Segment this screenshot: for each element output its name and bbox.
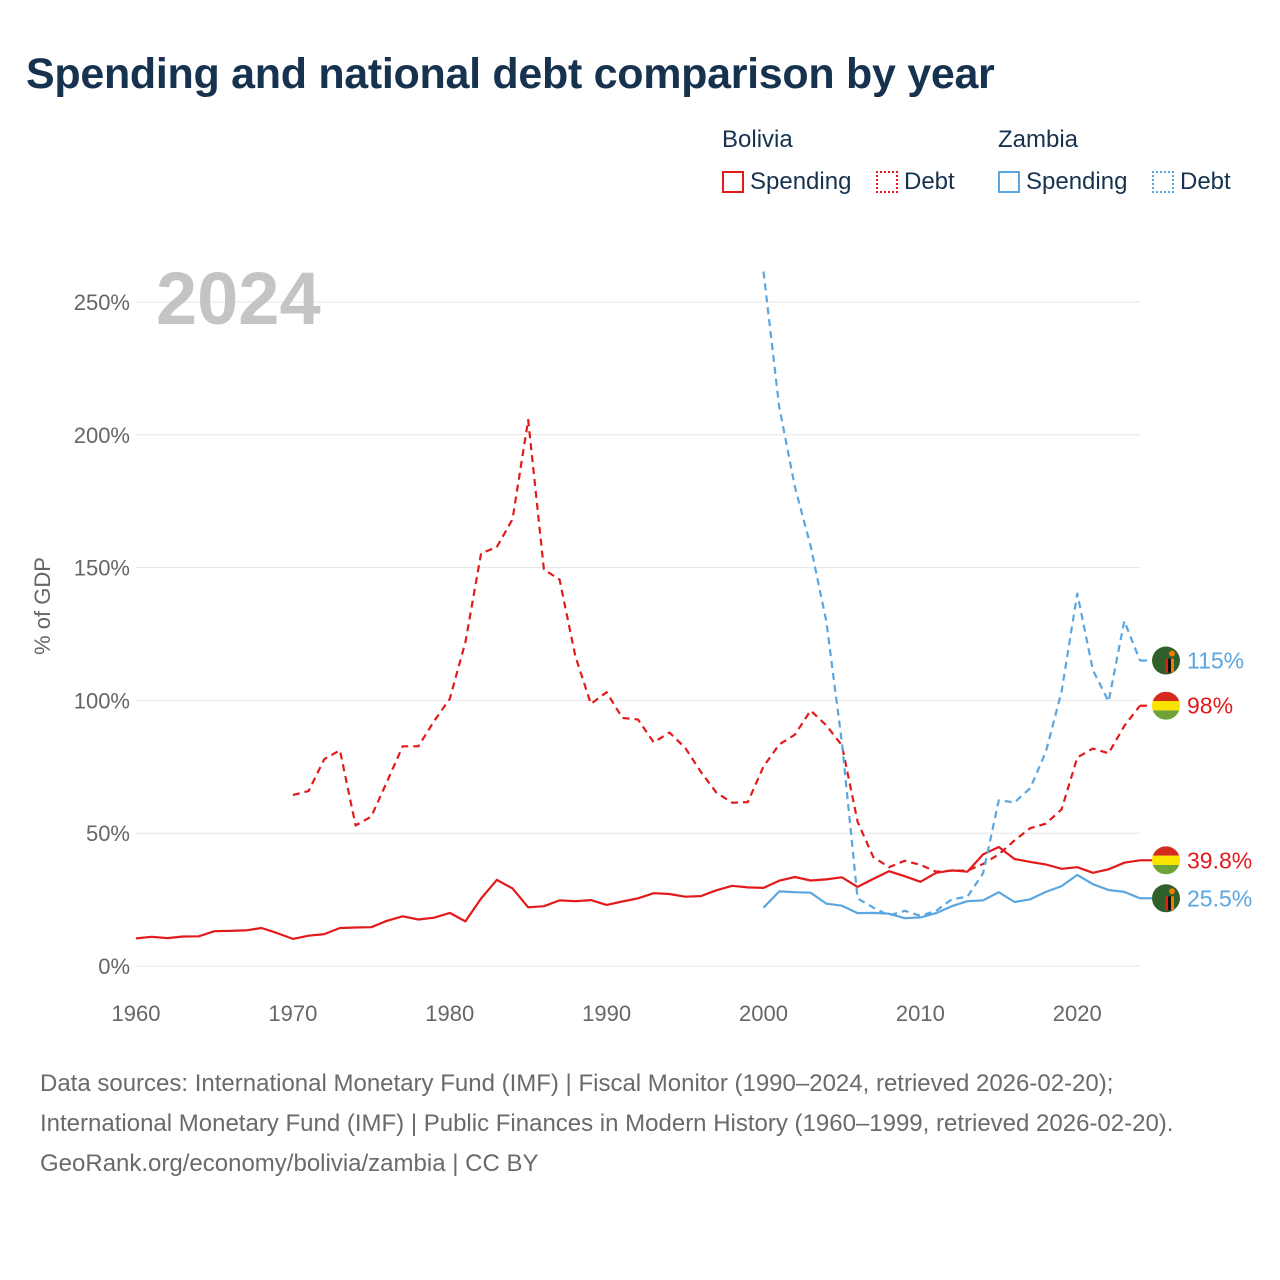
- legend-item-bolivia-debt[interactable]: Debt: [876, 168, 955, 196]
- legend-label: Spending: [1026, 168, 1128, 195]
- legend-item-zambia-spending[interactable]: Spending: [998, 168, 1127, 196]
- legend-label: Debt: [904, 168, 955, 195]
- data-sources: Data sources: International Monetary Fun…: [40, 1064, 1240, 1184]
- x-tick-label: 2010: [896, 1001, 945, 1026]
- series-line-zambia-debt[interactable]: [762, 271, 1142, 917]
- legend-group-title-bolivia: Bolivia: [722, 126, 793, 153]
- y-tick-label: 150%: [74, 556, 130, 581]
- x-tick-label: 1970: [268, 1001, 317, 1026]
- series-line-bolivia-spending[interactable]: [135, 845, 1141, 941]
- legend-swatch-dotted: [876, 171, 898, 193]
- x-tick-label: 1990: [582, 1001, 631, 1026]
- end-labels: 115% 98% 39.8% 25.5%: [1152, 646, 1252, 913]
- legend-item-zambia-debt[interactable]: Debt: [1152, 168, 1231, 196]
- end-label: 115%: [1187, 648, 1244, 674]
- x-axis-ticks: 1960 1970 1980 1990 2000 2010 2020: [112, 1001, 1102, 1026]
- legend-swatch-solid: [722, 171, 744, 193]
- series-lines: [135, 271, 1152, 941]
- x-tick-label: 2000: [739, 1001, 788, 1026]
- y-tick-label: 200%: [74, 423, 130, 448]
- legend-label: Spending: [750, 168, 852, 195]
- x-tick-label: 1960: [112, 1001, 161, 1026]
- grid-lines: [136, 301, 1140, 967]
- bolivia-flag: [1152, 846, 1180, 875]
- legend-swatch-solid: [998, 171, 1020, 193]
- y-tick-label: 50%: [86, 821, 130, 846]
- legend-swatch-dotted: [1152, 171, 1174, 193]
- y-tick-label: 0%: [98, 954, 130, 979]
- legend-group-title-zambia: Zambia: [998, 126, 1079, 153]
- chart-title: Spending and national debt comparison by…: [26, 50, 995, 98]
- chart-svg: 2024 % of GDP 0% 50% 100% 150% 200% 250% 1960…: [30, 257, 1252, 1026]
- y-tick-label: 100%: [74, 688, 130, 713]
- legend-item-bolivia-spending[interactable]: Spending: [722, 168, 851, 196]
- year-watermark: 2024: [156, 257, 321, 340]
- x-tick-label: 2020: [1053, 1001, 1102, 1026]
- y-axis-label: % of GDP: [30, 557, 55, 655]
- series-line-zambia-spending[interactable]: [762, 873, 1141, 920]
- x-tick-label: 1980: [425, 1001, 474, 1026]
- zambia-flag: [1152, 646, 1180, 675]
- end-label: 39.8%: [1187, 847, 1252, 873]
- legend-label: Debt: [1180, 168, 1231, 195]
- end-label: 98%: [1187, 693, 1233, 719]
- source-text: Data sources: International Monetary Fun…: [40, 1070, 1174, 1137]
- bolivia-flag: [1152, 691, 1180, 720]
- end-label: 25.5%: [1187, 885, 1252, 911]
- series-line-bolivia-debt[interactable]: [292, 418, 1141, 873]
- y-tick-label: 250%: [74, 290, 130, 315]
- y-axis-ticks: 0% 50% 100% 150% 200% 250%: [74, 290, 130, 979]
- zambia-flag: [1152, 884, 1180, 913]
- source-link[interactable]: GeoRank.org/economy/bolivia/zambia | CC …: [40, 1150, 539, 1177]
